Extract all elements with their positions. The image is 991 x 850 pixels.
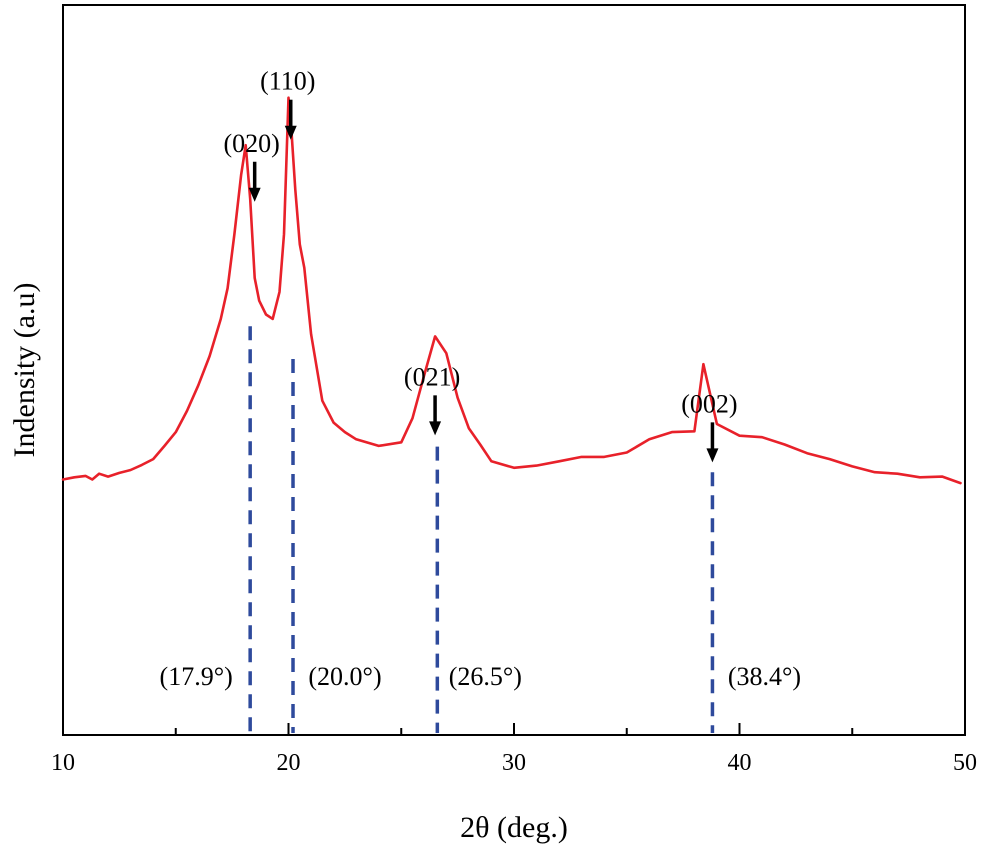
peak-arrows: [248, 99, 719, 463]
plot-frame: [62, 4, 966, 736]
x-tick-label-50: 50: [953, 750, 977, 776]
x-tick-label-30: 30: [502, 750, 526, 776]
peak-arrow-020: [248, 161, 261, 202]
x-axis-ticks: [62, 723, 966, 735]
x-tick-label-20: 20: [277, 750, 301, 776]
peak-arrow-110: [284, 99, 297, 140]
position-label-020: (17.9°): [160, 662, 233, 691]
position-label-021: (26.5°): [449, 662, 522, 691]
peak-arrow-021: [429, 395, 442, 436]
reference-lines: [248, 326, 715, 733]
x-axis-title: 2θ (deg.): [460, 811, 568, 844]
peak-arrow-002: [706, 422, 719, 463]
peak-label-020: (020): [224, 129, 280, 158]
position-label-002: (38.4°): [728, 662, 801, 691]
peak-label-002: (002): [681, 389, 737, 418]
y-axis-title: Indensity (a.u): [8, 283, 41, 458]
x-tick-label-10: 10: [51, 750, 75, 776]
peak-label-110: (110): [260, 67, 315, 96]
xrd-series-line: [61, 96, 962, 485]
peak-label-021: (021): [404, 362, 460, 391]
peak-labels: (020) (110) (021) (002): [224, 67, 738, 419]
x-tick-label-40: 40: [728, 750, 752, 776]
x-axis-tick-labels: 10 20 30 40 50: [51, 750, 977, 776]
position-labels: (17.9°) (20.0°) (26.5°) (38.4°): [160, 662, 801, 691]
position-label-110: (20.0°): [308, 662, 381, 691]
